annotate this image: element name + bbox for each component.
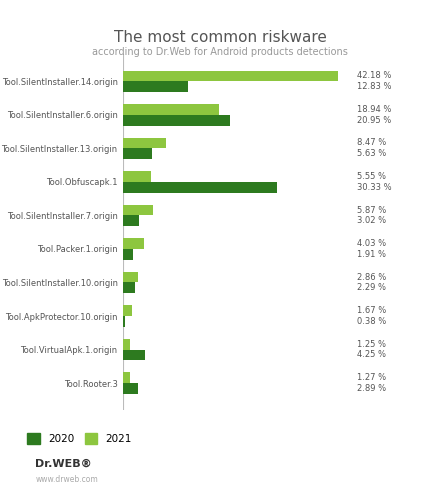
Bar (123, 104, 220, 115)
Text: 1.91 %: 1.91 % (357, 250, 386, 259)
Bar (123, 339, 129, 350)
Text: 18.94 %: 18.94 % (357, 105, 392, 114)
Bar (123, 372, 130, 383)
Text: 4.25 %: 4.25 % (357, 350, 386, 360)
Bar (123, 171, 151, 182)
Text: 5.55 %: 5.55 % (357, 172, 386, 181)
Text: 0.38 %: 0.38 % (357, 317, 386, 326)
Text: The most common riskware: The most common riskware (114, 30, 326, 44)
Text: 1.67 %: 1.67 % (357, 306, 386, 315)
Text: 2.29 %: 2.29 % (357, 284, 386, 292)
Bar (123, 205, 153, 215)
Text: 42.18 %: 42.18 % (357, 71, 392, 81)
Text: 4.03 %: 4.03 % (357, 239, 386, 248)
Text: 1.25 %: 1.25 % (357, 340, 386, 349)
Text: 20.95 %: 20.95 % (357, 116, 391, 124)
Bar (123, 215, 139, 226)
Text: 2.89 %: 2.89 % (357, 384, 386, 393)
Bar (123, 272, 138, 283)
Bar (123, 148, 152, 159)
Text: 2.86 %: 2.86 % (357, 273, 386, 282)
Text: Dr.WEB®: Dr.WEB® (35, 459, 92, 469)
Bar (123, 81, 188, 92)
Text: according to Dr.Web for Android products detections: according to Dr.Web for Android products… (92, 47, 348, 57)
Bar (123, 182, 277, 193)
Text: 5.87 %: 5.87 % (357, 206, 386, 214)
Text: 12.83 %: 12.83 % (357, 82, 392, 91)
Bar (123, 71, 337, 81)
Bar (123, 350, 145, 360)
Text: 5.63 %: 5.63 % (357, 149, 386, 158)
Text: 3.02 %: 3.02 % (357, 216, 386, 225)
Legend: 2020, 2021: 2020, 2021 (27, 433, 132, 444)
Bar (123, 115, 230, 125)
Bar (123, 138, 166, 148)
Bar (123, 383, 138, 394)
Bar (123, 316, 125, 327)
Bar (123, 249, 133, 260)
Text: 8.47 %: 8.47 % (357, 138, 386, 147)
Text: 30.33 %: 30.33 % (357, 183, 392, 192)
Bar (123, 283, 135, 293)
Text: www.drweb.com: www.drweb.com (35, 475, 98, 484)
Text: 1.27 %: 1.27 % (357, 373, 386, 382)
Bar (123, 305, 132, 316)
Bar (123, 238, 144, 249)
